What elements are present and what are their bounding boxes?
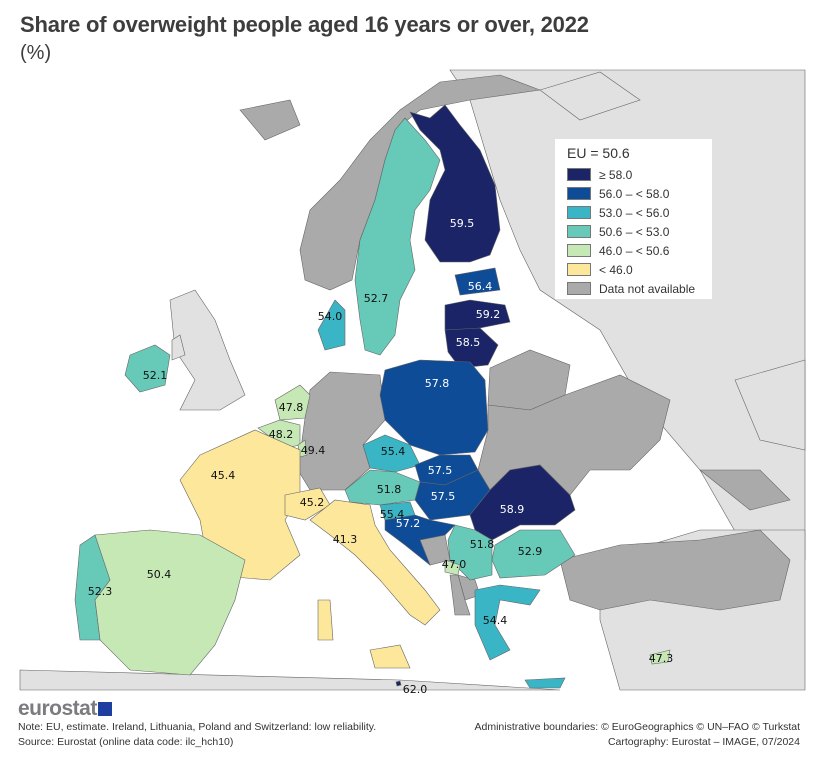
region [444, 327, 499, 369]
legend-label: Data not available [599, 281, 696, 296]
region [74, 534, 111, 641]
value-label: 58.9 [500, 503, 525, 516]
legend-item: 53.0 – < 56.0 [567, 203, 704, 222]
legend-item: 56.0 – < 58.0 [567, 184, 704, 203]
map-title: Share of overweight people aged 16 years… [20, 12, 589, 37]
region [409, 104, 501, 263]
value-label: 41.3 [333, 533, 358, 546]
value-label: 58.5 [456, 336, 481, 349]
russia-region [449, 69, 806, 561]
region-island [524, 677, 566, 689]
boundaries-credit: Administrative boundaries: © EuroGeograp… [474, 721, 800, 733]
legend-label: 50.6 – < 53.0 [599, 224, 670, 239]
legend-item: 50.6 – < 53.0 [567, 222, 704, 241]
legend-item: Data not available [567, 279, 704, 298]
region [414, 469, 491, 521]
region [395, 680, 402, 687]
region [124, 344, 171, 393]
value-labels: 59.5 52.7 56.4 59.2 58.5 54.0 52.1 57.8 47.8 48.2… [88, 217, 674, 696]
value-label: 59.5 [450, 217, 475, 230]
region [274, 384, 311, 421]
value-label: 52.7 [364, 292, 389, 305]
value-label: 50.4 [147, 568, 172, 581]
value-label: 52.9 [518, 545, 543, 558]
region [309, 499, 441, 626]
region [454, 267, 501, 296]
value-label: 55.4 [381, 445, 406, 458]
turkey [559, 529, 791, 611]
caucasus [699, 469, 791, 511]
arctic-land [539, 71, 641, 121]
legend-item: 46.0 – < 50.6 [567, 241, 704, 260]
note-text: Note: EU, estimate. Ireland, Lithuania, … [18, 721, 377, 733]
legend-label: ≥ 58.0 [599, 167, 633, 182]
region [317, 299, 346, 351]
value-label: 47.0 [442, 558, 467, 571]
legend-label: 53.0 – < 56.0 [599, 205, 670, 220]
legend-eu-value: EU = 50.6 [567, 145, 630, 161]
eurostat-logo: eurostat [18, 697, 112, 721]
value-label: 47.3 [649, 652, 674, 665]
region [284, 487, 331, 521]
region-island [369, 644, 411, 669]
value-label: 56.4 [468, 280, 493, 293]
value-label: 49.4 [301, 444, 326, 457]
value-label: 55.4 [380, 508, 405, 521]
value-label: 48.2 [269, 428, 294, 441]
region [491, 529, 576, 579]
logo-wordmark: eurostat [18, 697, 97, 720]
value-label: 57.8 [425, 377, 450, 390]
value-label: 52.1 [143, 369, 168, 382]
value-label: 57.2 [396, 517, 421, 530]
legend-label: 46.0 – < 50.6 [599, 243, 670, 258]
value-label: 45.2 [300, 496, 325, 509]
region [384, 514, 456, 566]
legend-item: ≥ 58.0 [567, 165, 704, 184]
region [354, 117, 441, 356]
region-island [317, 599, 334, 641]
value-label: 51.8 [377, 483, 402, 496]
footer-credits: Administrative boundaries: © EuroGeograp… [474, 720, 800, 750]
legend-item: < 46.0 [567, 260, 704, 279]
value-label: 62.0 [403, 683, 428, 696]
svalbard [239, 99, 301, 141]
legend-swatch [567, 168, 591, 181]
source-text: Source: Eurostat (online data code: ilc_… [18, 736, 234, 748]
value-label: 57.5 [428, 464, 453, 477]
value-label: 47.8 [279, 401, 304, 414]
legend-swatch [567, 263, 591, 276]
great-britain [169, 289, 246, 411]
north-africa [19, 669, 561, 691]
footer-notes: Note: EU, estimate. Ireland, Lithuania, … [18, 720, 376, 750]
legend-label: < 46.0 [599, 262, 633, 277]
value-label: 57.5 [431, 490, 456, 503]
legend-swatch [567, 206, 591, 219]
legend-swatch [567, 187, 591, 200]
legend: EU = 50.6 ≥ 58.0 56.0 – < 58.0 53.0 – < 56… [555, 139, 712, 299]
value-label: 52.3 [88, 585, 113, 598]
map-subtitle: (%) [20, 42, 52, 64]
northern-ireland [171, 334, 186, 361]
value-label: 54.0 [318, 310, 343, 323]
region [379, 359, 489, 456]
legend-swatch [567, 244, 591, 257]
regions [74, 104, 671, 689]
value-label: 59.2 [476, 308, 501, 321]
cartography-credit: Cartography: Eurostat – IMAGE, 07/2024 [607, 736, 800, 748]
value-label: 54.4 [483, 614, 508, 627]
eu-flag-icon [97, 702, 112, 716]
region [444, 559, 461, 576]
region [474, 584, 541, 661]
value-label: 51.8 [470, 538, 495, 551]
legend-swatch [567, 282, 591, 295]
value-label: 45.4 [211, 469, 236, 482]
legend-label: 56.0 – < 58.0 [599, 186, 670, 201]
legend-swatch [567, 225, 591, 238]
caspian-land [734, 359, 806, 451]
region [649, 649, 671, 665]
